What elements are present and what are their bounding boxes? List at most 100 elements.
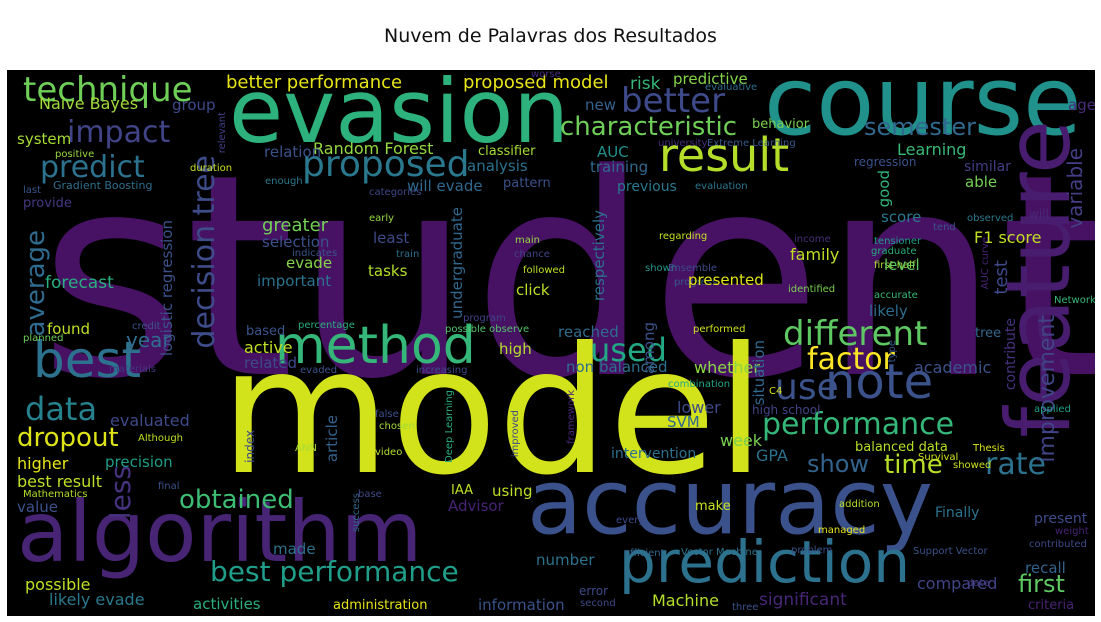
word-improvement: improvement <box>1035 315 1060 463</box>
word-materials: materials <box>109 364 156 375</box>
word-factor: factor <box>807 342 895 377</box>
word-iaa: IAA <box>451 483 473 498</box>
word-obtained: obtained <box>179 485 294 515</box>
word-worse: worse <box>531 70 561 80</box>
word-likely: likely <box>869 302 908 320</box>
word-problem: problem <box>791 545 833 556</box>
figure-title: Nuvem de Palavras dos Resultados <box>384 25 717 47</box>
word-train: train <box>396 249 420 260</box>
word-relevant: relevant <box>217 112 228 154</box>
word-possible: possible <box>25 575 91 594</box>
word-income: income <box>794 234 831 245</box>
word-base: base <box>358 489 382 500</box>
word-extreme-learning: Extreme Learning <box>707 138 796 149</box>
word-first: first <box>1018 570 1065 598</box>
word-training: training <box>590 158 649 176</box>
word-compared: compared <box>917 574 998 593</box>
word-present: present <box>1034 511 1088 527</box>
word-use: use <box>775 367 839 408</box>
word-ensemble: Ensemble <box>668 263 718 274</box>
word-false: false <box>375 409 399 420</box>
word-dropout: dropout <box>17 423 119 453</box>
word-precision: precision <box>105 453 173 471</box>
word-best-performance: best performance <box>210 555 459 588</box>
word-logistic-regression: logistic regression <box>158 220 176 357</box>
word-enough: enough <box>265 176 303 187</box>
word-high-school: high school <box>752 403 821 417</box>
word-likely-evade: likely evade <box>49 590 145 609</box>
word-situation: situation <box>750 340 768 406</box>
word-level: level <box>884 256 920 274</box>
word-balanced-data: balanced data <box>855 440 948 455</box>
word-selection: selection <box>262 233 330 251</box>
word-chance: chance <box>514 249 550 260</box>
word-score: score <box>881 208 922 226</box>
word-naive-bayes: Naive Bayes <box>39 94 139 113</box>
word-managed: managed <box>818 525 866 536</box>
word-proposed: proposed <box>302 144 470 185</box>
word-value: value <box>17 498 58 516</box>
word-better: better <box>621 81 726 121</box>
word-year: year <box>126 328 171 352</box>
word-information: information <box>478 596 565 614</box>
word-identified: identified <box>788 284 836 295</box>
word-reached: reached <box>558 323 619 341</box>
word-type: type <box>887 340 898 363</box>
word-c4: C4 <box>769 386 783 397</box>
word-program: program <box>463 313 506 324</box>
word-rate: rate <box>985 447 1046 482</box>
word-mathematics: Mathematics <box>23 489 88 500</box>
word-behavior: behavior <box>752 117 810 132</box>
word-higher: higher <box>17 454 69 473</box>
word-evasion: evasion <box>229 70 570 163</box>
word-auc: AUC <box>597 143 629 161</box>
word-whether: whether <box>694 358 760 377</box>
word-semester: semester <box>864 113 976 141</box>
word-shown: shown <box>645 263 678 274</box>
word-impact: impact <box>67 115 171 150</box>
word-will-evade: will evade <box>407 177 483 195</box>
word-positive: positive <box>55 149 95 160</box>
word-algorithm: algorithm <box>17 483 423 581</box>
word-efficient: efficient <box>624 548 665 559</box>
word-characteristic: characteristic <box>560 112 737 142</box>
word-will: will <box>1029 207 1049 221</box>
word-lower: lower <box>677 398 721 417</box>
word-better-performance: better performance <box>226 72 403 93</box>
word-method: method <box>275 316 476 376</box>
word-evaluation: evaluation <box>695 181 748 192</box>
word-categories: categories <box>369 187 422 198</box>
word-course: course <box>764 70 1082 157</box>
word-good: good <box>875 170 893 208</box>
word-contribute: contribute <box>1003 318 1019 391</box>
word-least: least <box>373 229 410 247</box>
word-time: time <box>884 450 943 480</box>
word-best-result: best result <box>17 472 102 491</box>
word-auc-curve: AUC curve <box>980 237 991 290</box>
word-activities: activities <box>193 595 261 613</box>
word-advisor: Advisor <box>448 497 504 515</box>
word-high: high <box>499 340 532 358</box>
word-addition: addition <box>839 499 880 510</box>
word-early: early <box>369 213 395 224</box>
word-first-half: first half <box>874 260 916 271</box>
word-risk: risk <box>630 74 661 94</box>
word-technique: technique <box>23 70 193 110</box>
word-every: every <box>616 515 645 526</box>
word-regarding: regarding <box>659 231 708 242</box>
word-best: best <box>33 331 142 389</box>
word-performed: performed <box>693 324 746 335</box>
word-tree: tree <box>975 326 1002 341</box>
word-active: active <box>244 338 293 357</box>
word-deep-learning: Deep Learning <box>444 390 455 463</box>
word-age: age <box>1068 96 1095 114</box>
word-different: different <box>783 314 928 354</box>
word-family: family <box>790 245 840 264</box>
word-duration: duration <box>190 163 233 174</box>
word-article: article <box>323 415 341 463</box>
word-tensioner: tensioner <box>874 236 922 247</box>
word-gpa: GPA <box>756 446 788 465</box>
word-less: less <box>104 465 137 520</box>
word-respectively: respectively <box>590 210 608 302</box>
word-regression: regression <box>854 155 917 169</box>
